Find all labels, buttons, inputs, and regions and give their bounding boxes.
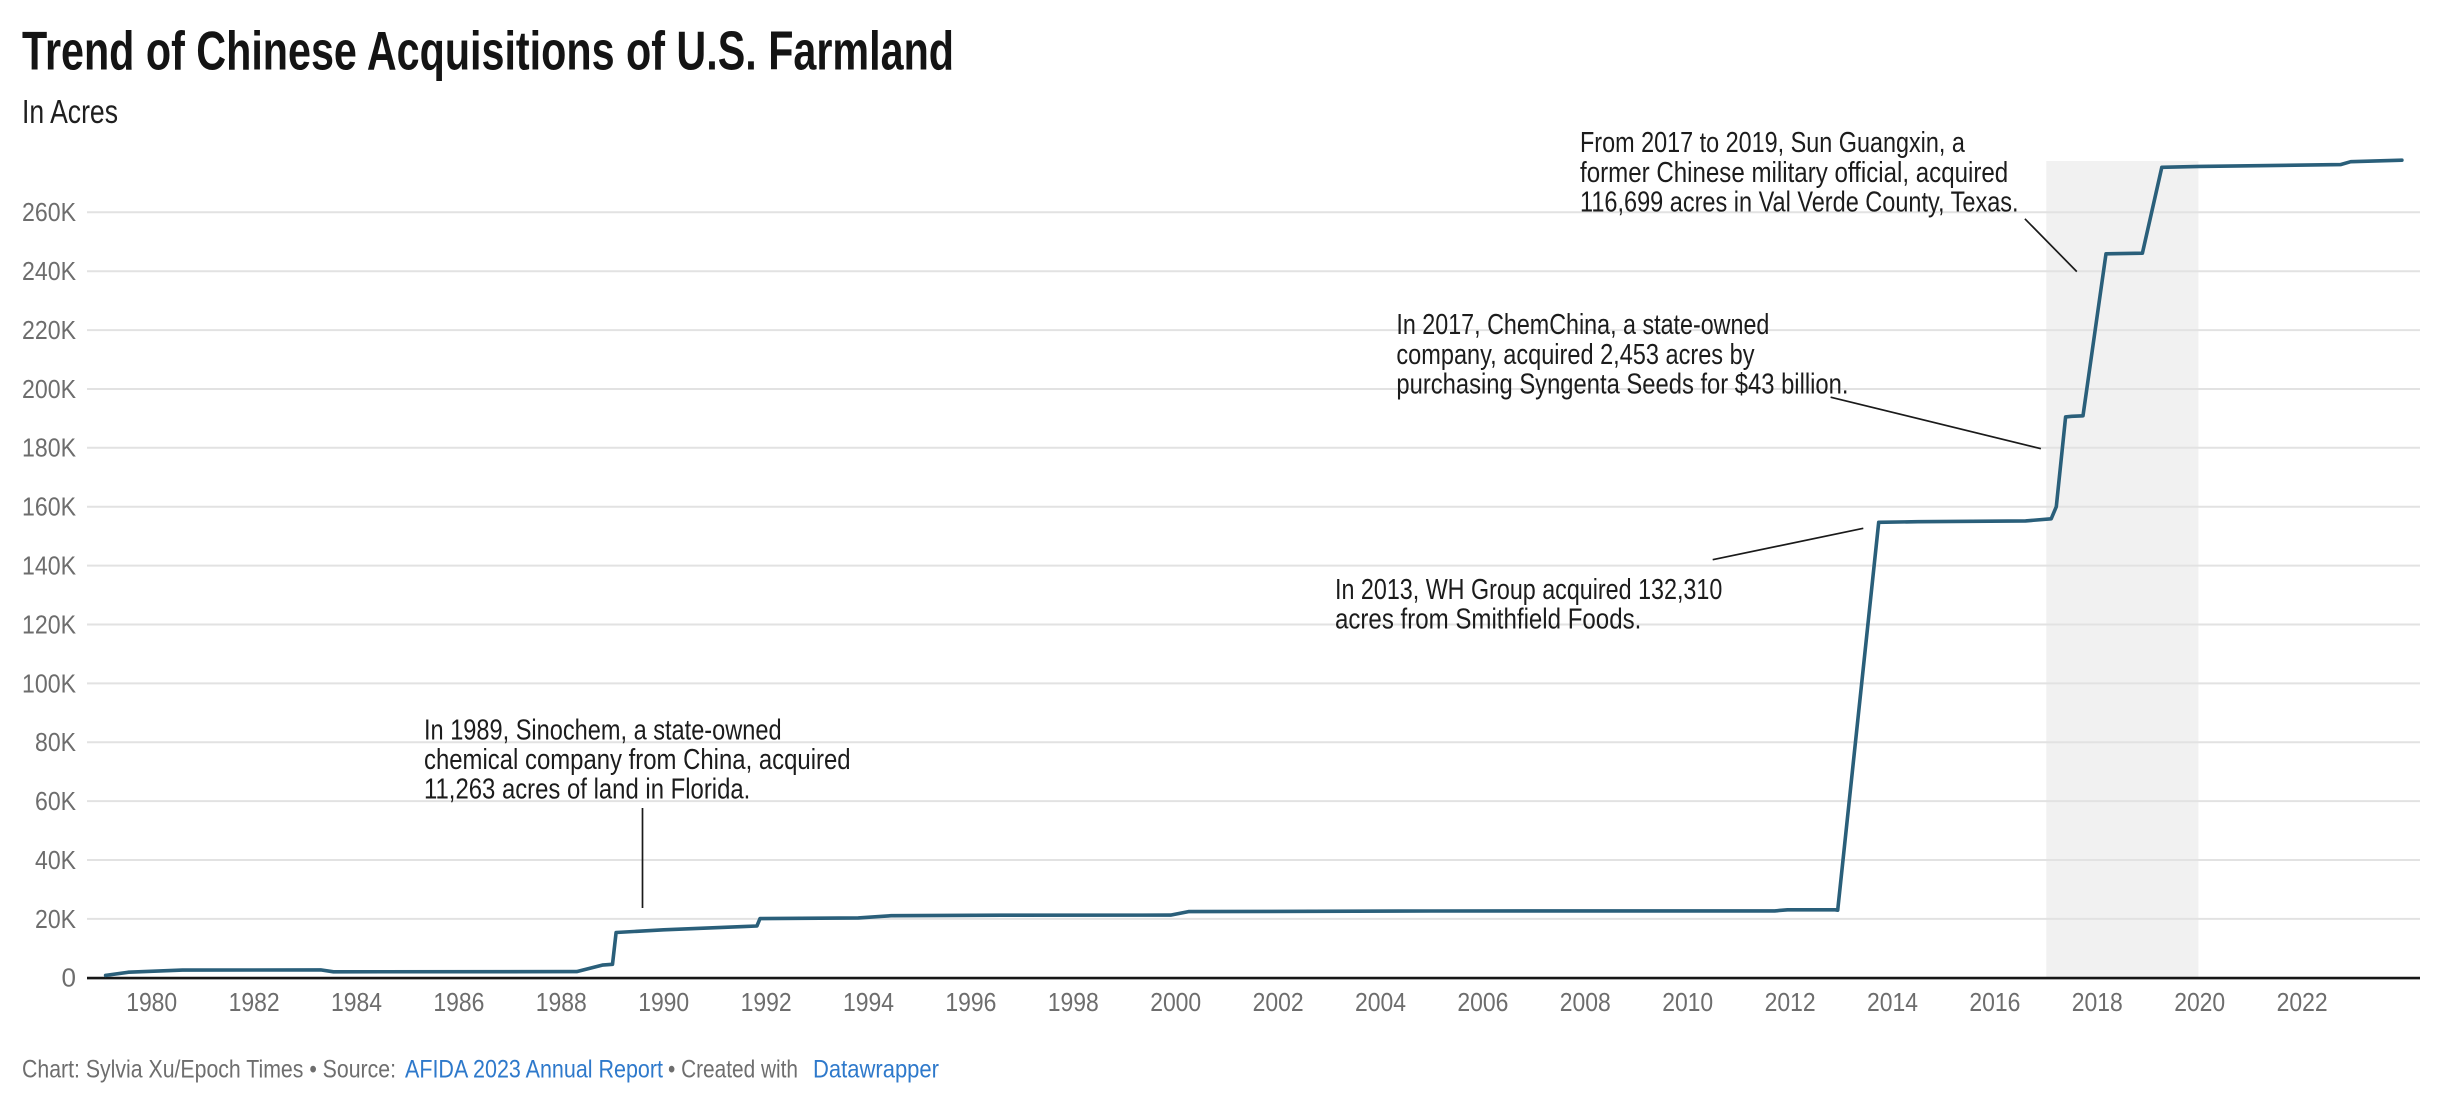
svg-text:240K: 240K [22, 256, 77, 286]
svg-text:In 2013, WH Group acquired 132: In 2013, WH Group acquired 132,310 [1335, 574, 1722, 606]
svg-text:From 2017 to 2019, Sun Guangxi: From 2017 to 2019, Sun Guangxin, a [1580, 127, 1966, 159]
svg-text:220K: 220K [22, 315, 77, 345]
svg-text:2018: 2018 [2072, 987, 2123, 1017]
svg-text:11,263 acres of land in Florid: 11,263 acres of land in Florida. [424, 774, 750, 806]
svg-text:1984: 1984 [331, 987, 382, 1017]
svg-text:2016: 2016 [1969, 987, 2020, 1017]
svg-text:2006: 2006 [1457, 987, 1508, 1017]
svg-text:purchasing Syngenta Seeds for: purchasing Syngenta Seeds for $43 billio… [1396, 369, 1848, 401]
svg-text:AFIDA 2023 Annual Report: AFIDA 2023 Annual Report [405, 1055, 663, 1083]
svg-text:200K: 200K [22, 374, 77, 404]
svg-text:In Acres: In Acres [22, 93, 118, 130]
svg-text:0: 0 [62, 963, 76, 993]
svg-text:140K: 140K [22, 551, 77, 581]
svg-text:Trend of Chinese Acquisitions: Trend of Chinese Acquisitions of U.S. Fa… [22, 20, 954, 82]
svg-text:1996: 1996 [945, 987, 996, 1017]
svg-text:60K: 60K [35, 786, 77, 816]
svg-text:In 1989, Sinochem, a state-own: In 1989, Sinochem, a state-owned [424, 714, 782, 746]
svg-text:1982: 1982 [229, 987, 280, 1017]
svg-text:20K: 20K [35, 904, 77, 934]
svg-text:2022: 2022 [2277, 987, 2328, 1017]
svg-text:In 2017, ChemChina, a state-ow: In 2017, ChemChina, a state-owned [1396, 309, 1769, 341]
svg-text:1986: 1986 [433, 987, 484, 1017]
svg-text:Datawrapper: Datawrapper [813, 1055, 939, 1083]
svg-text:80K: 80K [35, 727, 77, 757]
svg-text:100K: 100K [22, 668, 77, 698]
svg-text:116,699 acres in Val Verde Cou: 116,699 acres in Val Verde County, Texas… [1580, 187, 2019, 219]
svg-text:120K: 120K [22, 609, 77, 639]
svg-text:1988: 1988 [536, 987, 587, 1017]
svg-text:1994: 1994 [843, 987, 894, 1017]
svg-text:chemical company from China, a: chemical company from China, acquired [424, 744, 851, 776]
svg-text:1990: 1990 [638, 987, 689, 1017]
svg-text:2014: 2014 [1867, 987, 1918, 1017]
svg-text:260K: 260K [22, 197, 77, 227]
svg-text:acres from Smithfield Foods.: acres from Smithfield Foods. [1335, 604, 1641, 636]
svg-text:• Created with: • Created with [668, 1055, 798, 1083]
svg-text:1998: 1998 [1048, 987, 1099, 1017]
svg-text:2020: 2020 [2174, 987, 2225, 1017]
svg-text:40K: 40K [35, 845, 77, 875]
svg-text:1980: 1980 [126, 987, 177, 1017]
svg-text:160K: 160K [22, 492, 77, 522]
svg-text:2010: 2010 [1662, 987, 1713, 1017]
svg-text:1992: 1992 [741, 987, 792, 1017]
svg-text:2008: 2008 [1560, 987, 1611, 1017]
svg-text:2002: 2002 [1253, 987, 1304, 1017]
svg-text:180K: 180K [22, 433, 77, 463]
svg-text:2000: 2000 [1150, 987, 1201, 1017]
svg-text:company, acquired 2,453 acres: company, acquired 2,453 acres by [1396, 339, 1754, 371]
svg-text:former Chinese military offici: former Chinese military official, acquir… [1580, 157, 2008, 189]
svg-text:2004: 2004 [1355, 987, 1406, 1017]
svg-text:2012: 2012 [1765, 987, 1816, 1017]
svg-text:Chart: Sylvia Xu/Epoch Times •: Chart: Sylvia Xu/Epoch Times • Source: [22, 1055, 396, 1083]
